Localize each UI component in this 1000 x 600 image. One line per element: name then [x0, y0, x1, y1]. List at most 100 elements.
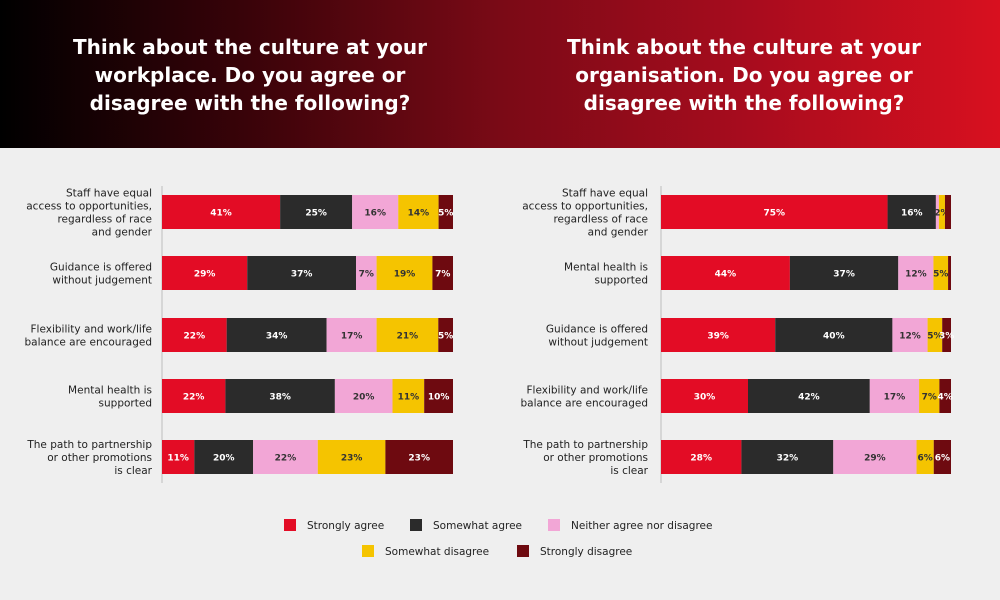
- strongly-disagree-segment: [432, 256, 453, 290]
- value-label: 39%: [707, 332, 729, 342]
- neither-agree-nor-disagree-segment: [334, 379, 393, 413]
- category-label-line: Mental health is: [564, 262, 648, 274]
- value-label: 5%: [438, 332, 453, 342]
- value-label: 34%: [266, 332, 288, 342]
- value-label: 17%: [341, 332, 363, 342]
- somewhat-disagree-segment: [933, 256, 949, 290]
- strongly-disagree-segment: [948, 256, 951, 290]
- category-label-line: Staff have equal: [562, 188, 648, 200]
- somewhat-disagree-segment: [919, 379, 940, 413]
- somewhat-disagree-segment: [938, 195, 945, 229]
- value-label: 40%: [823, 332, 845, 342]
- category-label: Guidance is offered without judgement: [546, 324, 648, 349]
- category-label-line: or other promotions: [47, 452, 152, 464]
- value-label: 20%: [353, 393, 375, 403]
- workplace-chart: Staff have equal access to opportunities,…: [24, 186, 453, 483]
- category-label: Flexibility and work/life balance are enc…: [520, 385, 648, 410]
- strongly-disagree-segment: [438, 318, 453, 352]
- legend-label-neither-agree-nor-disagree: Neither agree nor disagree: [571, 520, 712, 532]
- legend-label-strongly-disagree: Strongly disagree: [540, 546, 632, 558]
- category-label-line: access to opportunities,: [522, 201, 648, 213]
- somewhat-agree-segment: [280, 195, 353, 229]
- strongly-disagree-segment: [424, 379, 453, 413]
- strongly-agree-segment: [162, 440, 195, 474]
- strongly-agree-segment: [162, 318, 227, 352]
- value-label: 29%: [864, 454, 886, 464]
- left-chart-title: Think about the culture at your workplac…: [73, 35, 427, 115]
- somewhat-agree-segment: [775, 318, 893, 352]
- category-label-line: access to opportunities,: [26, 201, 152, 213]
- somewhat-agree-segment: [741, 440, 834, 474]
- somewhat-disagree-segment: [317, 440, 386, 474]
- category-label-line: Mental health is: [68, 385, 152, 397]
- somewhat-agree-segment: [226, 318, 327, 352]
- category-label-line: balance are encouraged: [520, 398, 648, 410]
- category-label-line: Flexibility and work/life: [31, 324, 152, 336]
- value-label: 11%: [167, 454, 189, 464]
- value-label: 22%: [184, 332, 206, 342]
- somewhat-disagree-segment: [376, 256, 433, 290]
- strongly-disagree-segment: [942, 318, 951, 352]
- somewhat-disagree-segment: [398, 195, 439, 229]
- legend-swatch-strongly-disagree: [517, 545, 529, 557]
- value-label: 32%: [777, 454, 799, 464]
- neither-agree-nor-disagree-segment: [935, 195, 939, 229]
- value-label: 7%: [359, 270, 374, 280]
- value-label: 37%: [833, 270, 855, 280]
- neither-agree-nor-disagree-segment: [326, 318, 377, 352]
- somewhat-disagree-segment: [927, 318, 943, 352]
- neither-agree-nor-disagree-segment: [833, 440, 917, 474]
- somewhat-agree-segment: [789, 256, 899, 290]
- category-label-line: is clear: [114, 465, 152, 477]
- legend-swatch-somewhat-disagree: [362, 545, 374, 557]
- category-label-line: supported: [595, 275, 648, 287]
- strongly-disagree-segment: [385, 440, 453, 474]
- strongly-agree-segment: [661, 318, 776, 352]
- value-label: 6%: [918, 454, 933, 464]
- header-banner: Think about the culture at your workplac…: [0, 0, 1000, 148]
- somewhat-disagree-segment: [392, 379, 425, 413]
- strongly-agree-segment: [661, 195, 888, 229]
- category-label-line: without judgement: [52, 275, 152, 287]
- neither-agree-nor-disagree-segment: [356, 256, 377, 290]
- strongly-agree-segment: [162, 195, 281, 229]
- value-label: 6%: [935, 454, 950, 464]
- somewhat-agree-segment: [225, 379, 335, 413]
- value-label: 25%: [305, 209, 327, 219]
- value-label: 12%: [905, 270, 927, 280]
- legend-label-somewhat-agree: Somewhat agree: [433, 520, 522, 532]
- value-label: 7%: [922, 393, 937, 403]
- category-label: Guidance is offered without judgement: [50, 262, 152, 287]
- value-label: 42%: [798, 393, 820, 403]
- strongly-agree-segment: [661, 379, 748, 413]
- value-label: 28%: [690, 454, 712, 464]
- category-label: The path to partnership or other promotio…: [522, 439, 648, 477]
- strongly-agree-segment: [162, 256, 248, 290]
- legend: Strongly agree Somewhat agree Neither agre…: [284, 519, 712, 558]
- strongly-agree-segment: [661, 440, 742, 474]
- category-label-line: regardless of race: [57, 214, 152, 226]
- value-label: 19%: [394, 270, 416, 280]
- somewhat-agree-segment: [247, 256, 356, 290]
- category-label-line: Guidance is offered: [50, 262, 152, 274]
- value-label: 41%: [210, 209, 232, 219]
- value-label: 16%: [901, 209, 923, 219]
- value-label: 38%: [269, 393, 291, 403]
- neither-agree-nor-disagree-segment: [253, 440, 318, 474]
- value-label: 17%: [884, 393, 906, 403]
- category-label-line: without judgement: [548, 337, 648, 349]
- value-label: 20%: [213, 454, 235, 464]
- value-label: 22%: [183, 393, 205, 403]
- category-label-line: The path to partnership: [26, 439, 152, 451]
- value-label: 29%: [194, 270, 216, 280]
- value-label: 37%: [291, 270, 313, 280]
- organisation-chart: Staff have equal access to opportunities,…: [520, 186, 954, 483]
- value-label: 75%: [764, 209, 786, 219]
- category-label-line: supported: [99, 398, 152, 410]
- value-label: 21%: [397, 332, 419, 342]
- value-label: 2%: [934, 209, 949, 219]
- category-label: Mental health is supported: [564, 262, 648, 287]
- category-label-line: and gender: [588, 227, 649, 239]
- somewhat-agree-segment: [887, 195, 936, 229]
- value-label: 22%: [275, 454, 297, 464]
